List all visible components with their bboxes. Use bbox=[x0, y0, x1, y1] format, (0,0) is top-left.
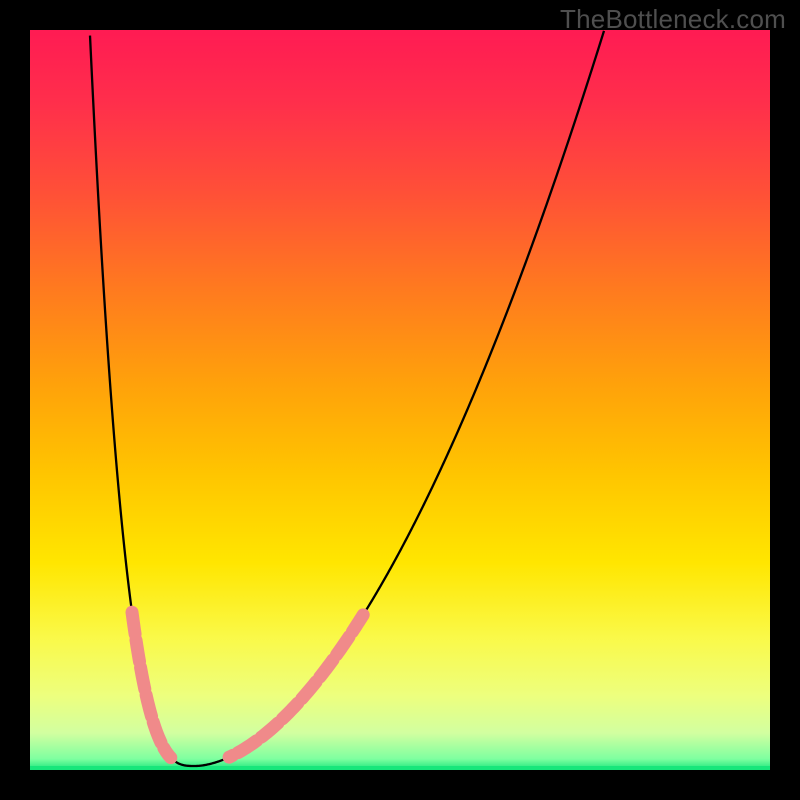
dotted-dash bbox=[153, 722, 161, 743]
dotted-dash bbox=[146, 695, 151, 716]
dotted-dash bbox=[141, 668, 145, 690]
bottleneck-chart bbox=[0, 0, 800, 800]
dotted-dash bbox=[352, 615, 363, 632]
dotted-dash bbox=[136, 640, 140, 662]
dotted-dash bbox=[164, 748, 171, 758]
watermark-text: TheBottleneck.com bbox=[560, 4, 786, 35]
green-baseline bbox=[30, 766, 770, 770]
dotted-dash bbox=[229, 755, 233, 757]
dotted-dash bbox=[132, 612, 135, 634]
